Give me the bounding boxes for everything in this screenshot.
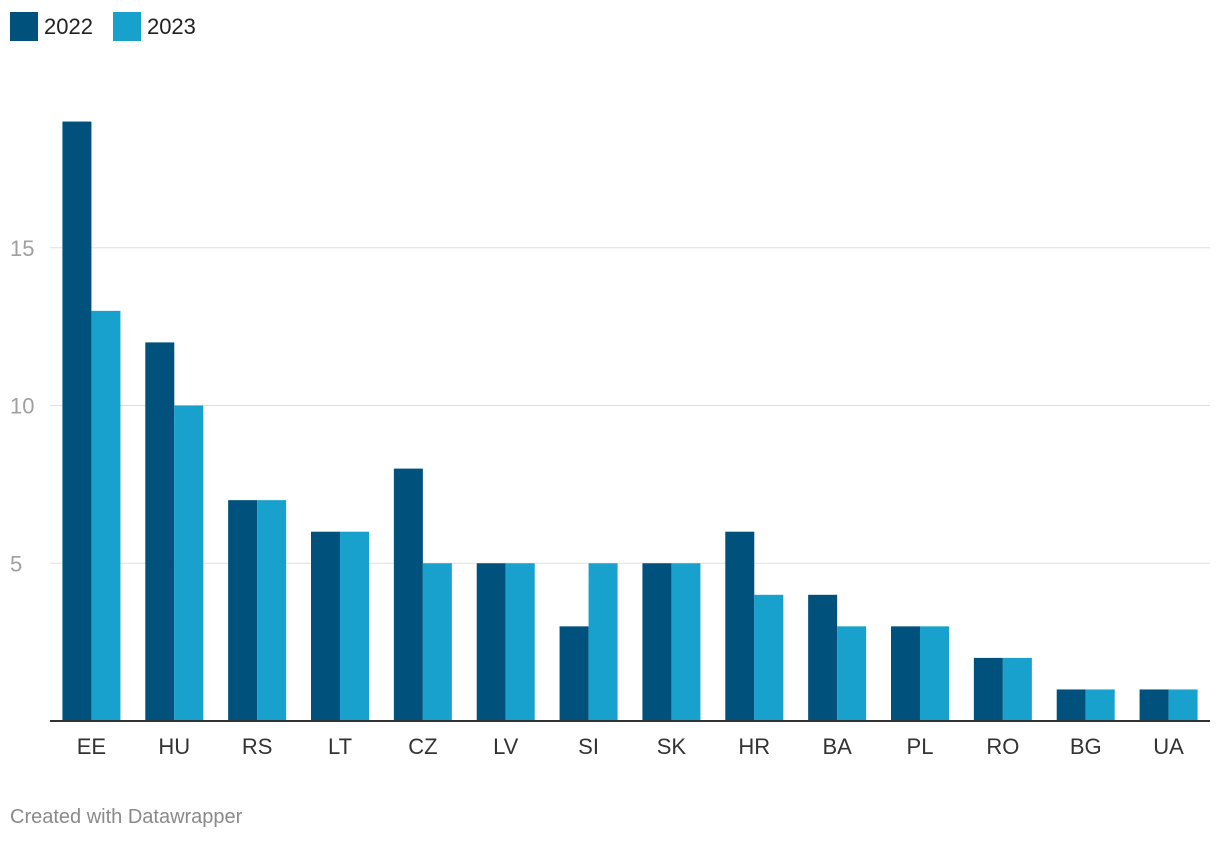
legend-swatch-2022 (10, 12, 38, 41)
chart-legend: 2022 2023 (10, 12, 196, 41)
bar-LT-2022 (311, 531, 340, 721)
x-category-label-EE: EE (77, 734, 106, 759)
y-tick-label-15: 15 (10, 236, 34, 261)
legend-label-2022: 2022 (44, 13, 93, 39)
bar-CZ-2022 (393, 468, 423, 721)
bar-CZ-2023 (422, 563, 452, 721)
x-category-label-BA: BA (822, 734, 852, 759)
bar-UA-2022 (1139, 689, 1169, 721)
bar-LT-2023 (340, 531, 369, 721)
y-tick-label-10: 10 (10, 394, 34, 419)
bar-PL-2022 (891, 626, 920, 721)
bar-BA-2022 (808, 594, 838, 721)
bar-LV-2022 (476, 563, 506, 721)
footer-credit: Created with Datawrapper (10, 806, 243, 828)
bar-SK-2022 (642, 563, 672, 721)
bar-RO-2023 (1002, 657, 1032, 721)
bar-BG-2022 (1056, 689, 1086, 721)
bar-SI-2022 (559, 626, 589, 721)
bar-HR-2023 (754, 594, 784, 721)
bar-HU-2022 (145, 342, 175, 721)
x-category-label-SI: SI (578, 734, 599, 759)
bar-RS-2022 (228, 500, 258, 721)
legend-label-2023: 2023 (146, 13, 196, 39)
bar-HU-2023 (174, 405, 204, 721)
x-category-label-RO: RO (986, 734, 1019, 759)
x-category-label-SK: SK (657, 734, 687, 759)
x-category-label-PL: PL (907, 734, 934, 759)
bar-SK-2023 (671, 563, 701, 721)
bar-PL-2023 (920, 626, 949, 721)
bar-LV-2023 (505, 563, 535, 721)
bar-EE-2022 (62, 121, 92, 722)
bar-RS-2023 (257, 500, 287, 721)
x-category-label-UA: UA (1153, 734, 1184, 759)
bar-HR-2022 (725, 531, 755, 721)
bar-BA-2023 (837, 626, 867, 721)
x-category-label-CZ: CZ (408, 734, 437, 759)
x-category-label-RS: RS (242, 734, 273, 759)
x-category-label-LT: LT (328, 734, 352, 759)
bar-RO-2022 (973, 657, 1003, 721)
x-category-label-HU: HU (158, 734, 190, 759)
x-category-label-BG: BG (1070, 734, 1102, 759)
legend-item-2022: 2022 (10, 12, 93, 41)
bar-EE-2023 (91, 310, 121, 721)
bar-SI-2023 (588, 563, 618, 721)
x-category-label-HR: HR (738, 734, 770, 759)
y-tick-label-5: 5 (10, 551, 22, 576)
legend-swatch-2023 (112, 12, 141, 41)
x-category-label-LV: LV (493, 734, 519, 759)
bar-BG-2023 (1085, 689, 1115, 721)
bar-chart: 5 10 15 EE HU RS LT CZ LV SI SK HR BA PL RO BG UA (10, 121, 1210, 759)
bar-UA-2023 (1168, 689, 1198, 721)
legend-item-2023: 2023 (112, 12, 196, 41)
